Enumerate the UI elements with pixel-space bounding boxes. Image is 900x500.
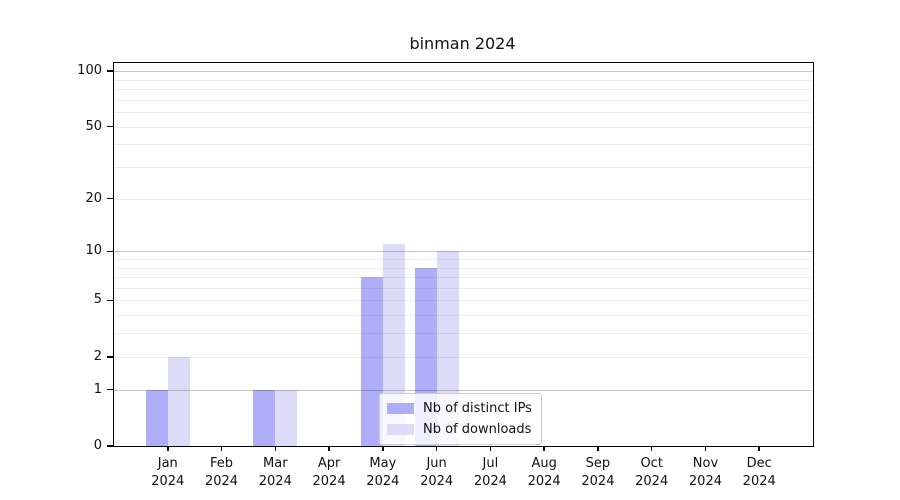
x-tick-label: Dec 2024 bbox=[729, 455, 789, 490]
x-tick-year: 2024 bbox=[366, 473, 400, 489]
x-tick-label: Apr 2024 bbox=[299, 455, 359, 490]
x-tick-year: 2024 bbox=[688, 473, 722, 489]
legend: Nb of distinct IPs Nb of downloads bbox=[379, 393, 542, 445]
x-tick-month: Sep bbox=[585, 456, 611, 471]
x-tick-month: Aug bbox=[531, 456, 557, 471]
y-tick-label: 2 bbox=[93, 348, 102, 364]
y-tick-label: 10 bbox=[85, 243, 102, 259]
x-tick-label: Feb 2024 bbox=[192, 455, 252, 490]
gridline-major bbox=[114, 356, 813, 358]
gridline-decade bbox=[114, 251, 813, 253]
gridline-decade bbox=[114, 71, 813, 73]
bar bbox=[275, 389, 298, 446]
y-tick-mark bbox=[107, 70, 113, 72]
x-tick-mark bbox=[328, 446, 330, 451]
gridline-minor bbox=[114, 112, 813, 114]
x-tick-month: May bbox=[369, 456, 397, 471]
gridline-major bbox=[114, 300, 813, 302]
x-tick-year: 2024 bbox=[742, 473, 776, 489]
x-tick-mark bbox=[489, 446, 492, 451]
x-tick-mark bbox=[597, 446, 599, 451]
gridline-minor bbox=[114, 167, 813, 169]
x-tick-label: Mar 2024 bbox=[245, 455, 305, 490]
x-tick-year: 2024 bbox=[151, 473, 185, 489]
x-tick-mark bbox=[167, 446, 169, 451]
x-tick-month: Apr bbox=[317, 456, 341, 471]
bar bbox=[145, 389, 168, 446]
y-tick-label: 1 bbox=[93, 381, 102, 397]
chart-title: binman 2024 bbox=[409, 34, 516, 53]
y-tick-mark bbox=[107, 356, 113, 358]
y-tick-mark bbox=[107, 250, 113, 252]
bar bbox=[360, 277, 383, 446]
x-tick-month: Nov bbox=[692, 456, 719, 471]
y-tick-label: 50 bbox=[85, 118, 102, 134]
y-tick-mark bbox=[107, 299, 113, 302]
x-tick-mark bbox=[704, 446, 707, 451]
gridline-minor bbox=[114, 99, 813, 101]
x-tick-year: 2024 bbox=[527, 473, 561, 489]
x-tick-month: Jun bbox=[426, 456, 447, 471]
gridline-minor bbox=[114, 144, 813, 146]
x-tick-year: 2024 bbox=[312, 473, 346, 489]
x-tick-label: May 2024 bbox=[353, 455, 413, 490]
bar bbox=[253, 389, 276, 446]
x-tick-month: Oct bbox=[640, 456, 663, 471]
gridline-minor bbox=[114, 333, 813, 335]
x-tick-mark bbox=[758, 446, 760, 451]
legend-label-distinct-ips: Nb of distinct IPs bbox=[423, 400, 532, 416]
x-tick-month: Mar bbox=[263, 456, 288, 471]
gridline-minor bbox=[114, 267, 813, 269]
gridline-minor bbox=[114, 89, 813, 91]
y-tick-mark bbox=[107, 388, 113, 391]
gridline-major bbox=[114, 126, 813, 128]
gridline-minor bbox=[114, 79, 813, 81]
x-tick-month: Jul bbox=[482, 456, 499, 471]
x-tick-month: Dec bbox=[746, 456, 772, 471]
legend-entry-distinct-ips: Nb of distinct IPs bbox=[387, 399, 532, 417]
x-tick-label: Aug 2024 bbox=[514, 455, 574, 490]
y-tick-mark bbox=[107, 125, 113, 128]
legend-label-downloads: Nb of downloads bbox=[423, 421, 532, 437]
y-tick-label: 5 bbox=[93, 292, 102, 308]
x-tick-year: 2024 bbox=[420, 473, 454, 489]
x-tick-label: Oct 2024 bbox=[622, 455, 682, 490]
y-tick-label: 100 bbox=[77, 63, 102, 79]
gridline-minor bbox=[114, 277, 813, 279]
x-tick-month: Feb bbox=[210, 456, 234, 471]
x-tick-year: 2024 bbox=[204, 473, 239, 489]
legend-swatch-downloads-icon bbox=[387, 423, 414, 435]
x-tick-mark bbox=[274, 446, 277, 451]
x-tick-label: Sep 2024 bbox=[568, 455, 628, 490]
x-tick-mark bbox=[382, 446, 384, 451]
y-tick-mark bbox=[107, 445, 113, 447]
gridline-minor bbox=[114, 287, 813, 289]
x-tick-year: 2024 bbox=[258, 473, 292, 489]
gridline-minor bbox=[114, 259, 813, 260]
gridline-major bbox=[114, 198, 813, 200]
x-tick-label: Jul 2024 bbox=[460, 455, 520, 490]
gridline-minor bbox=[114, 315, 813, 317]
x-tick-mark bbox=[220, 446, 223, 451]
x-tick-year: 2024 bbox=[581, 473, 615, 489]
x-tick-month: Jan bbox=[157, 456, 178, 471]
y-tick-label: 0 bbox=[93, 438, 102, 453]
x-tick-mark bbox=[543, 446, 545, 451]
y-tick-mark bbox=[107, 197, 113, 200]
plot-area: Nb of distinct IPs Nb of downloads Jan 20… bbox=[77, 62, 814, 489]
x-tick-label: Nov 2024 bbox=[675, 455, 735, 490]
x-tick-year: 2024 bbox=[635, 473, 669, 489]
y-tick-label: 20 bbox=[85, 190, 102, 206]
bar bbox=[167, 356, 190, 446]
x-tick-label: Jun 2024 bbox=[407, 455, 467, 490]
x-tick-label: Jan 2024 bbox=[138, 455, 198, 490]
legend-entry-downloads: Nb of downloads bbox=[387, 420, 532, 438]
gridline-decade bbox=[114, 389, 813, 391]
x-tick-year: 2024 bbox=[473, 473, 507, 489]
x-tick-mark bbox=[650, 446, 653, 451]
legend-swatch-distinct-ips-icon bbox=[387, 402, 414, 414]
x-tick-mark bbox=[435, 446, 438, 451]
